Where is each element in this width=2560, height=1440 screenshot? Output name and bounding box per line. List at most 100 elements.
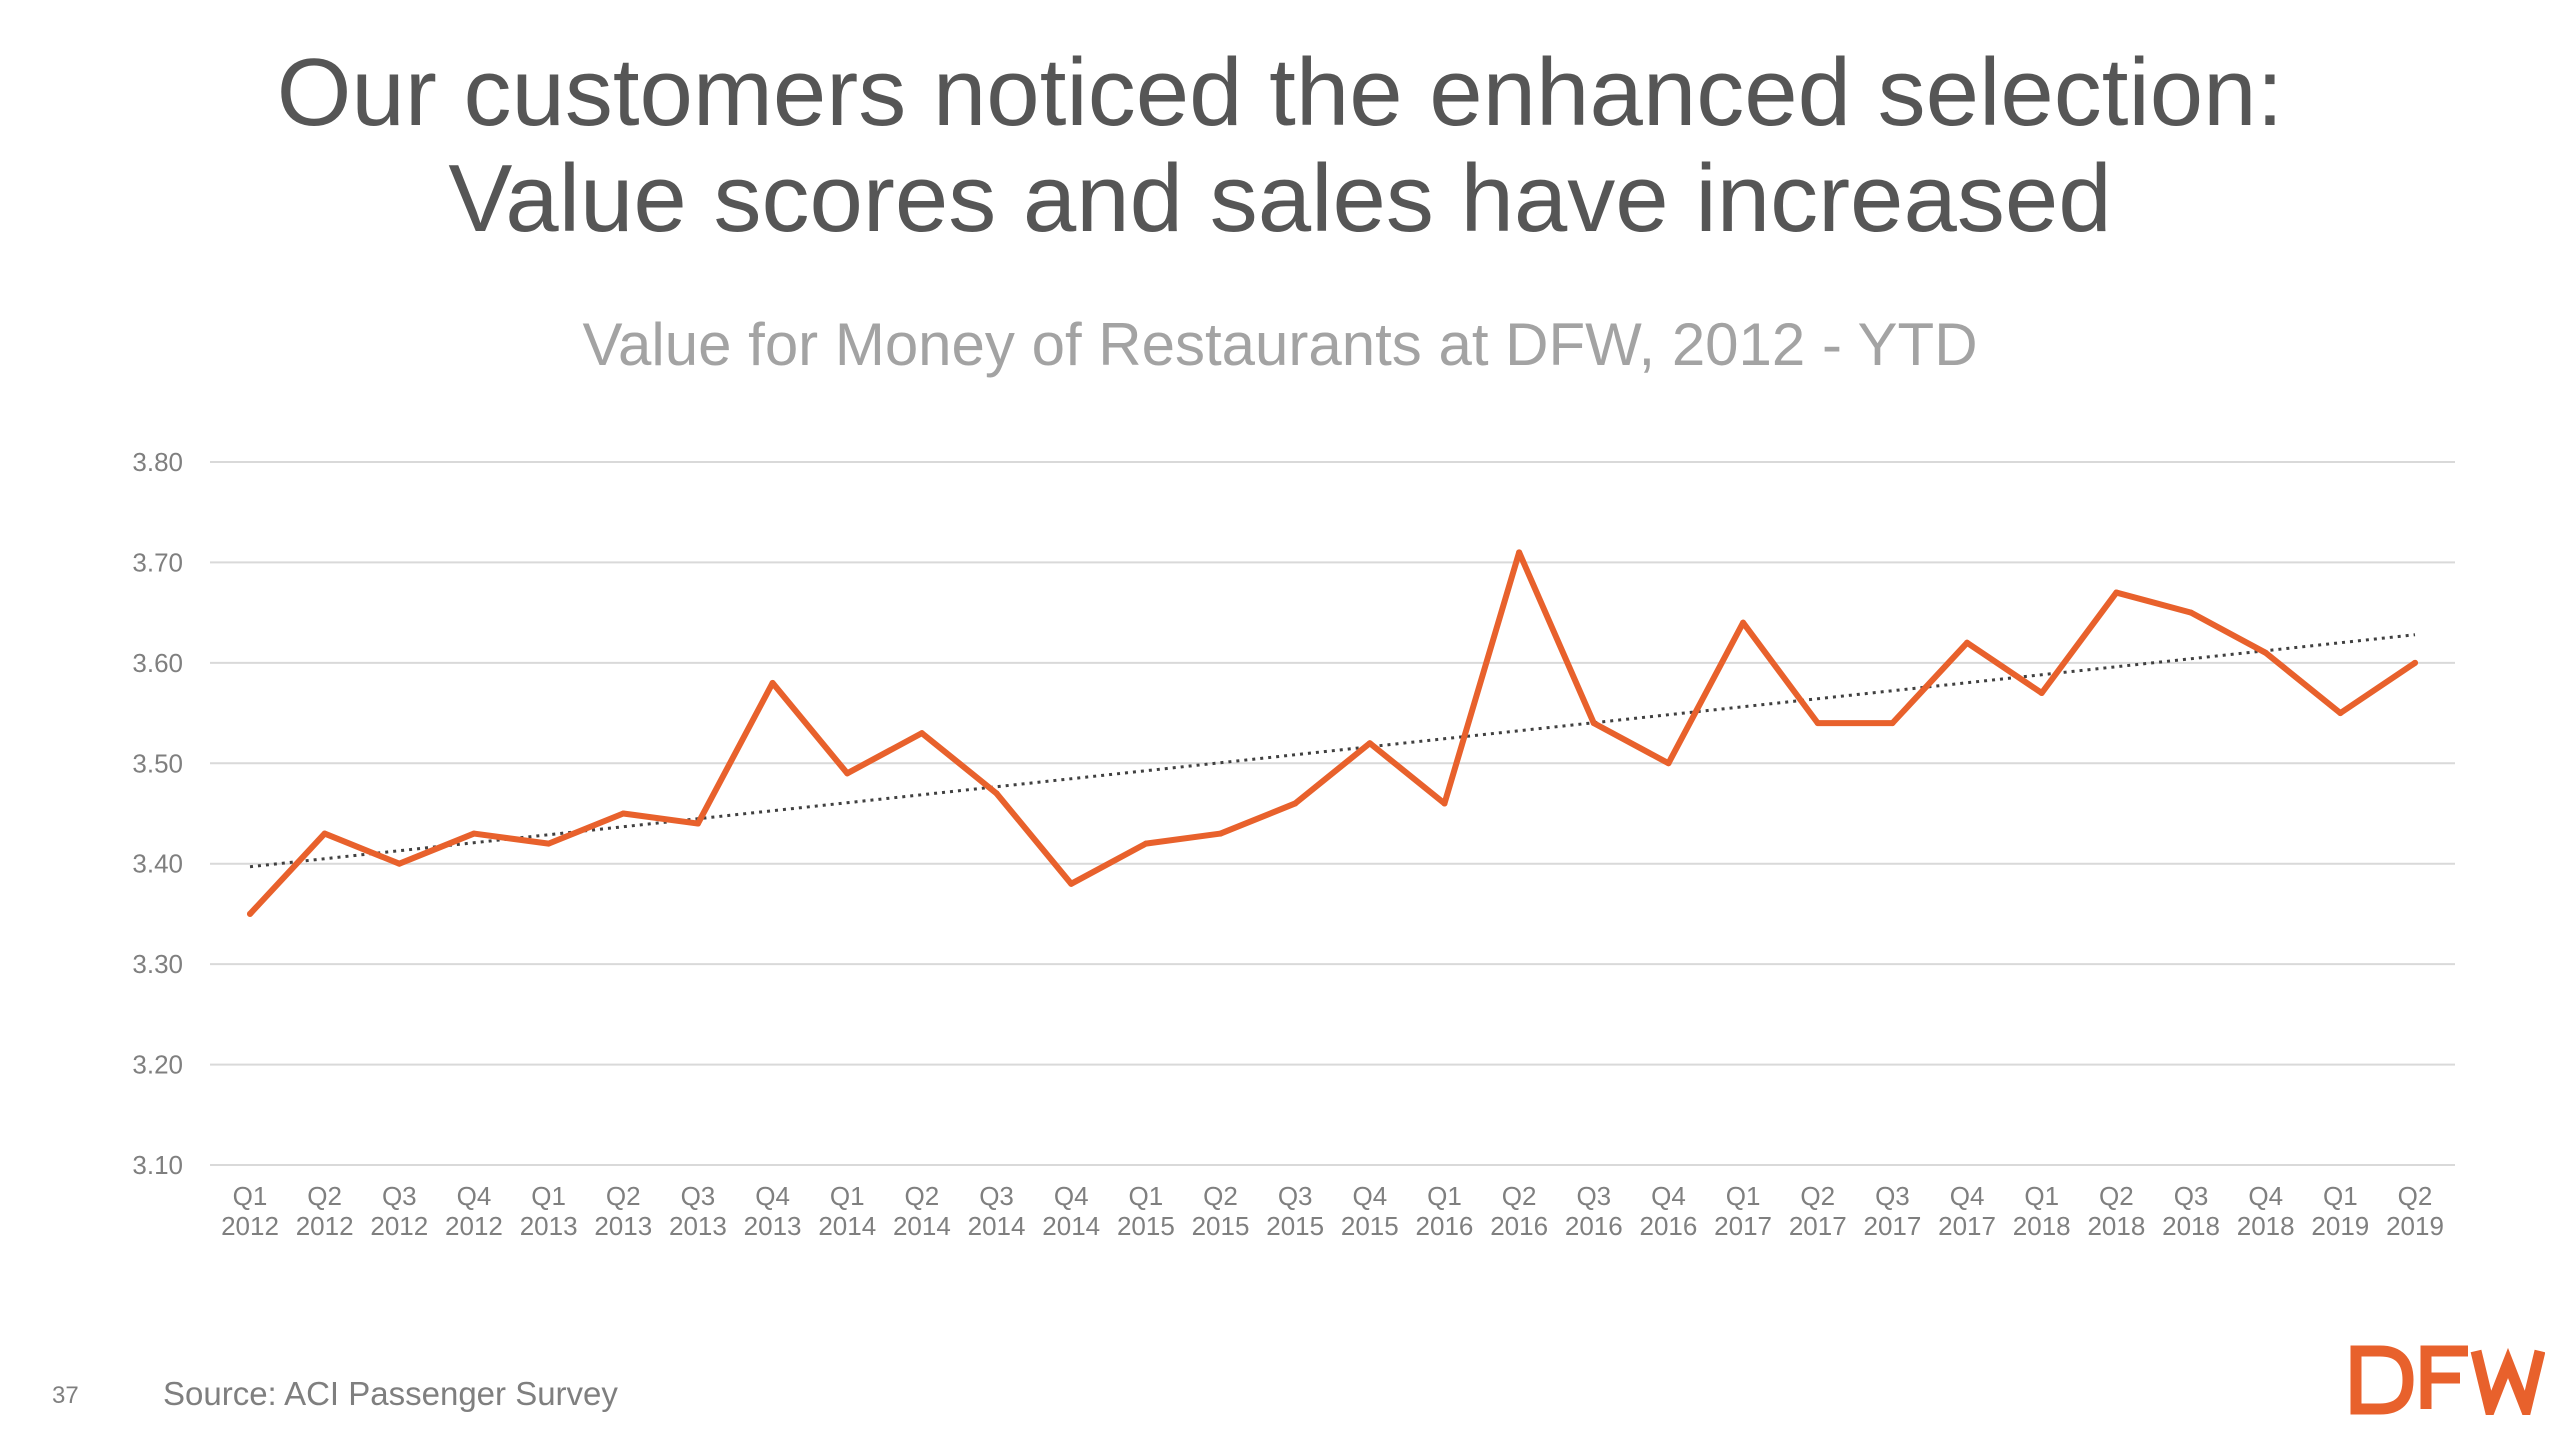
x-tick-label-year: 2018 (2087, 1211, 2145, 1241)
x-tick-label-year: 2015 (1117, 1211, 1175, 1241)
x-tick-label-quarter: Q1 (830, 1181, 865, 1211)
x-tick-label-quarter: Q4 (2248, 1181, 2283, 1211)
slide-title-line-2: Value scores and sales have increased (448, 145, 2112, 252)
x-tick-label-year: 2016 (1565, 1211, 1623, 1241)
data-point (993, 790, 1000, 797)
data-point (844, 770, 851, 777)
x-tick-label-year: 2013 (594, 1211, 652, 1241)
data-point (396, 860, 403, 867)
data-point (2412, 659, 2418, 666)
x-tick-label-quarter: Q3 (1875, 1181, 1910, 1211)
data-point (545, 840, 552, 847)
x-tick-label-year: 2012 (370, 1211, 428, 1241)
x-tick-label-quarter: Q4 (457, 1181, 492, 1211)
data-point (2188, 609, 2195, 616)
logo-letter-f (2420, 1345, 2468, 1409)
x-tick-label-quarter: Q1 (2323, 1181, 2358, 1211)
x-tick-label-year: 2017 (1789, 1211, 1847, 1241)
x-tick-label-year: 2013 (520, 1211, 578, 1241)
y-tick-label: 3.10 (132, 1150, 183, 1180)
x-tick-label-year: 2012 (221, 1211, 279, 1241)
x-tick-label-quarter: Q3 (1278, 1181, 1313, 1211)
logo-letter-w (2470, 1347, 2545, 1415)
x-tick-label-year: 2013 (669, 1211, 727, 1241)
x-tick-label-year: 2013 (744, 1211, 802, 1241)
x-tick-label-quarter: Q3 (1576, 1181, 1611, 1211)
logo-letter-d (2350, 1345, 2414, 1415)
x-tick-label-year: 2014 (1042, 1211, 1100, 1241)
x-tick-label-year: 2016 (1490, 1211, 1548, 1241)
data-point (321, 830, 328, 837)
data-point (2337, 710, 2344, 717)
data-point (918, 730, 925, 737)
x-tick-label-quarter: Q1 (1427, 1181, 1462, 1211)
x-axis-ticks: Q12012Q22012Q32012Q42012Q12013Q22013Q320… (221, 1181, 2444, 1241)
x-tick-label-year: 2017 (1863, 1211, 1921, 1241)
data-point (1814, 720, 1821, 727)
series-line (247, 549, 2418, 917)
x-tick-label-year: 2015 (1266, 1211, 1324, 1241)
y-tick-label: 3.30 (132, 949, 183, 979)
data-point (2262, 649, 2269, 656)
gridlines (210, 461, 2455, 1166)
data-point (1889, 720, 1896, 727)
slide-title: Our customers noticed the enhanced selec… (0, 40, 2560, 252)
y-tick-label: 3.50 (132, 748, 183, 778)
x-tick-label-quarter: Q1 (2024, 1181, 2059, 1211)
x-tick-label-quarter: Q2 (905, 1181, 940, 1211)
x-tick-label-quarter: Q2 (1203, 1181, 1238, 1211)
data-point (694, 820, 701, 827)
trendline (249, 633, 2416, 869)
x-tick-label-year: 2019 (2386, 1211, 2444, 1241)
x-tick-label-quarter: Q2 (2398, 1181, 2433, 1211)
page-number: 37 (52, 1382, 79, 1409)
y-tick-label: 3.20 (132, 1050, 183, 1080)
data-point (620, 810, 627, 817)
x-tick-label-year: 2017 (1938, 1211, 1996, 1241)
y-axis-ticks: 3.80 3.70 3.60 3.50 3.40 3.30 3.20 3.10 (132, 447, 183, 1180)
trendline-layer (249, 633, 2416, 869)
x-tick-label-year: 2012 (296, 1211, 354, 1241)
x-tick-label-quarter: Q2 (606, 1181, 641, 1211)
x-tick-label-quarter: Q3 (382, 1181, 417, 1211)
data-point (1068, 880, 1075, 887)
x-tick-label-year: 2015 (1341, 1211, 1399, 1241)
x-tick-label-quarter: Q3 (979, 1181, 1014, 1211)
data-point (1292, 800, 1299, 807)
x-tick-label-quarter: Q3 (2174, 1181, 2209, 1211)
x-tick-label-year: 2018 (2162, 1211, 2220, 1241)
x-tick-label-year: 2014 (968, 1211, 1026, 1241)
dfw-logo (2350, 1345, 2545, 1415)
chart-title: Value for Money of Restaurants at DFW, 2… (582, 311, 1978, 378)
x-tick-label-year: 2018 (2013, 1211, 2071, 1241)
data-point (1740, 619, 1747, 626)
data-point (1964, 639, 1971, 646)
slide-title-line-1: Our customers noticed the enhanced selec… (276, 39, 2284, 146)
x-tick-label-quarter: Q4 (1352, 1181, 1387, 1211)
x-tick-label-year: 2014 (818, 1211, 876, 1241)
data-point (470, 830, 477, 837)
x-tick-label-quarter: Q1 (233, 1181, 268, 1211)
data-point (769, 679, 776, 686)
x-tick-label-quarter: Q4 (755, 1181, 790, 1211)
x-tick-label-quarter: Q3 (681, 1181, 716, 1211)
x-tick-label-quarter: Q2 (1800, 1181, 1835, 1211)
x-tick-label-quarter: Q4 (1054, 1181, 1089, 1211)
x-tick-label-year: 2014 (893, 1211, 951, 1241)
data-point (1516, 549, 1523, 556)
series-layer (247, 549, 2418, 917)
x-tick-label-quarter: Q2 (1502, 1181, 1537, 1211)
x-tick-label-year: 2015 (1192, 1211, 1250, 1241)
x-tick-label-year: 2012 (445, 1211, 503, 1241)
x-tick-label-quarter: Q1 (1726, 1181, 1761, 1211)
x-tick-label-year: 2018 (2237, 1211, 2295, 1241)
data-point (2038, 689, 2045, 696)
x-tick-label-year: 2019 (2311, 1211, 2369, 1241)
x-tick-label-quarter: Q2 (307, 1181, 342, 1211)
data-point (1142, 840, 1149, 847)
x-tick-label-year: 2016 (1640, 1211, 1698, 1241)
x-tick-label-quarter: Q4 (1651, 1181, 1686, 1211)
data-point (1441, 800, 1448, 807)
